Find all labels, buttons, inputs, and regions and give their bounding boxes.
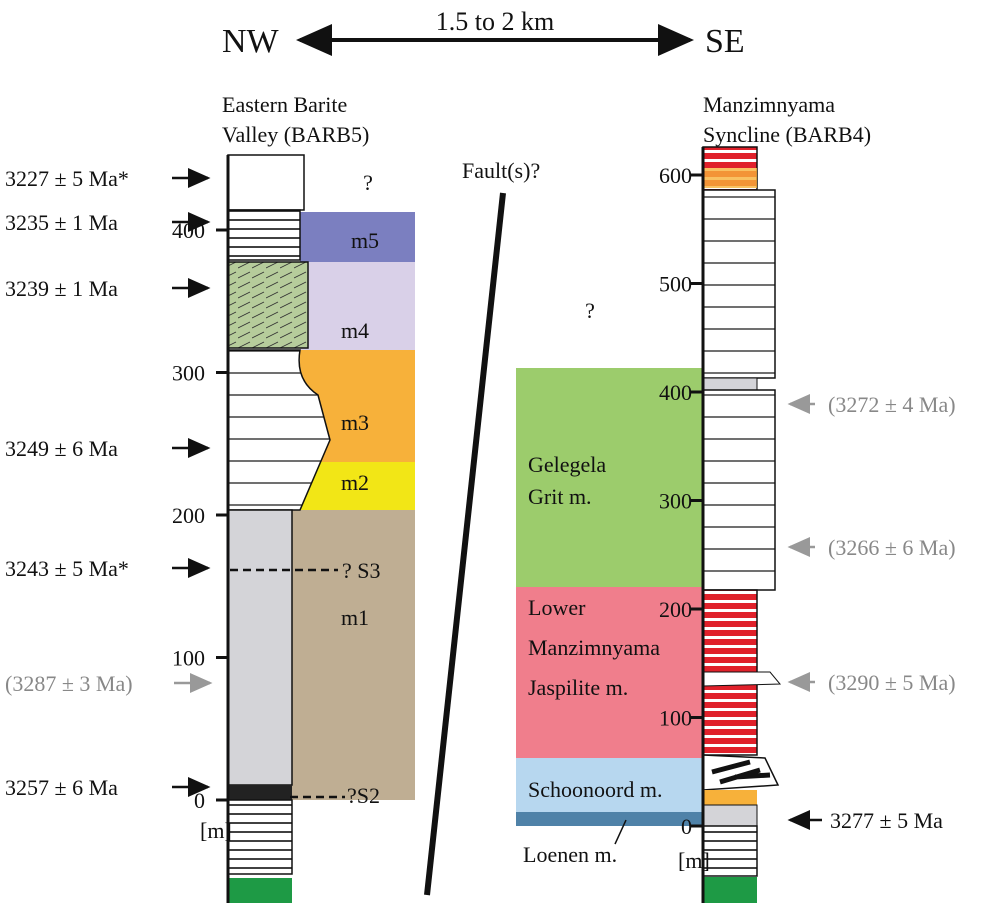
age-label: 3235 ± 1 Ma [5, 210, 118, 235]
member-label: Grit m. [528, 484, 592, 509]
column-unit [703, 790, 757, 805]
member-box [292, 510, 415, 800]
scale-tick-label: 0 [681, 814, 692, 839]
age-label: (3266 ± 6 Ma) [828, 535, 956, 560]
column-unit [703, 805, 757, 826]
age-markers: 3227 ± 5 Ma* 3235 ± 1 Ma 3239 ± 1 Ma 324… [5, 166, 210, 800]
age-markers: (3272 ± 4 Ma) (3266 ± 6 Ma) (3290 ± 5 Ma… [790, 392, 956, 833]
age-label: (3290 ± 5 Ma) [828, 670, 956, 695]
member-box [516, 812, 703, 826]
column-title: Valley (BARB5) [222, 122, 369, 147]
member-label: m3 [341, 410, 369, 435]
column-unit [228, 878, 292, 903]
age-label: (3272 ± 4 Ma) [828, 392, 956, 417]
column-unit [703, 378, 757, 390]
member-label: Lower [528, 595, 586, 620]
member-label: m2 [341, 470, 369, 495]
distance-label: 1.5 to 2 km [436, 7, 554, 36]
scale-tick-label: 400 [172, 218, 205, 243]
figure: NW SE 1.5 to 2 km Fault(s)? Eastern Bari… [0, 0, 992, 903]
column-unit [228, 262, 308, 348]
unit-label: [m] [200, 818, 232, 843]
scale-tick-label: 600 [659, 163, 692, 188]
column-unit [228, 155, 304, 210]
scale-tick-label: 300 [172, 361, 205, 386]
fault-label: Fault(s)? [462, 158, 540, 183]
age-label: 3257 ± 6 Ma [5, 775, 118, 800]
unit-label: [m] [678, 848, 710, 873]
age-label: 3227 ± 5 Ma* [5, 166, 129, 191]
scale-tick-label: 100 [172, 646, 205, 671]
column-unit [703, 190, 775, 378]
column-unit [228, 785, 292, 800]
column-unit [703, 168, 757, 188]
age-label: 3243 ± 5 Ma* [5, 556, 129, 581]
member-label: m5 [351, 228, 379, 253]
scale-tick-label: 200 [659, 597, 692, 622]
member-label: Schoonoord m. [528, 777, 662, 802]
fault-line [427, 193, 503, 895]
member-label: Jaspilite m. [528, 675, 628, 700]
scale-tick-label: 200 [172, 503, 205, 528]
member-label: Gelegela [528, 452, 606, 477]
scale-tick-label: 300 [659, 489, 692, 514]
age-label: 3277 ± 5 Ma [830, 808, 943, 833]
surface-label: ?S2 [347, 783, 380, 808]
scale-tick-label: 0 [194, 788, 205, 813]
age-label: 3239 ± 1 Ma [5, 276, 118, 301]
member-label: Manzimnyama [528, 635, 660, 660]
column-unit [228, 210, 300, 260]
column-title: Manzimnyama [703, 92, 835, 117]
direction-left: NW [222, 23, 280, 60]
unknown-label: ? [363, 170, 373, 195]
scale-tick-label: 400 [659, 380, 692, 405]
age-label: 3249 ± 6 Ma [5, 436, 118, 461]
column-title: Syncline (BARB4) [703, 122, 871, 147]
column-unit [228, 800, 292, 874]
scale-tick-label: 100 [659, 706, 692, 731]
member-label: Loenen m. [523, 842, 617, 867]
column-unit [703, 390, 775, 590]
member-label: m4 [341, 318, 369, 343]
scale-tick-label: 500 [659, 272, 692, 297]
unknown-label: ? [585, 298, 595, 323]
age-label: (3287 ± 3 Ma) [5, 671, 133, 696]
direction-right: SE [705, 23, 745, 60]
surface-label: ? S3 [342, 558, 381, 583]
column-title: Eastern Barite [222, 92, 347, 117]
column-unit [228, 510, 292, 785]
member-label: m1 [341, 605, 369, 630]
column-unit [703, 672, 780, 686]
column-unit [703, 826, 757, 876]
column-unit [703, 877, 757, 903]
